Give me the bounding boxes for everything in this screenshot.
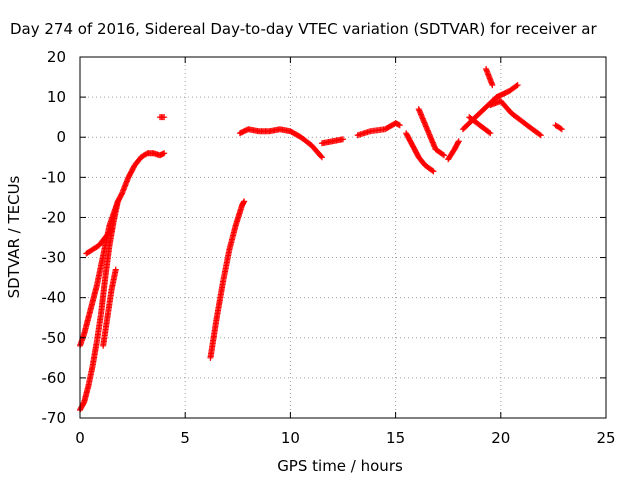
data-point: [430, 168, 437, 175]
data-point: [439, 151, 446, 158]
data-point: [114, 198, 121, 205]
y-tick-label: -50: [42, 329, 67, 347]
grid-lines: [80, 57, 606, 418]
chart-title: Day 274 of 2016, Sidereal Day-to-day VTE…: [10, 20, 597, 38]
y-tick-label: -10: [42, 168, 67, 186]
data-point: [514, 82, 521, 89]
data-point: [487, 130, 494, 137]
x-tick-label: 5: [180, 429, 190, 447]
y-tick-label: 0: [56, 128, 66, 146]
data-point: [455, 138, 462, 145]
data-points: [77, 66, 565, 413]
plot-frame: [79, 56, 607, 419]
y-tick-label: -20: [42, 208, 67, 226]
data-point: [429, 167, 436, 174]
y-tick-label: -60: [42, 369, 67, 387]
data-point: [241, 198, 248, 205]
y-tick-label: -40: [42, 289, 67, 307]
data-point: [557, 125, 564, 132]
x-tick-label: 25: [596, 429, 615, 447]
x-axis-label: GPS time / hours: [277, 457, 403, 475]
data-point: [318, 153, 325, 160]
data-point: [536, 131, 543, 138]
data-point: [161, 150, 168, 157]
data-point: [486, 129, 493, 136]
x-tick-label: 15: [386, 429, 405, 447]
data-point: [340, 136, 346, 143]
axis-ticks: 0 5 10 15 20 25 -70 -60 -50 -40 -30 -20 -10 0 10 20: [42, 48, 616, 447]
data-point: [537, 132, 544, 139]
data-point: [318, 154, 325, 161]
data-point: [161, 114, 168, 121]
y-tick-label: -70: [42, 409, 67, 427]
x-tick-label: 10: [281, 429, 300, 447]
y-tick-label: -30: [42, 249, 67, 267]
data-point: [455, 139, 462, 146]
data-point: [112, 266, 119, 273]
data-point: [558, 126, 565, 133]
data-point: [489, 82, 496, 89]
data-point: [513, 82, 520, 89]
y-tick-label: 10: [47, 88, 66, 106]
y-tick-label: 20: [47, 48, 66, 66]
data-point: [396, 122, 403, 129]
y-axis-label: SDTVAR / TECUs: [5, 175, 23, 298]
data-point: [440, 152, 447, 159]
x-tick-label: 0: [75, 429, 85, 447]
x-tick-label: 20: [491, 429, 510, 447]
